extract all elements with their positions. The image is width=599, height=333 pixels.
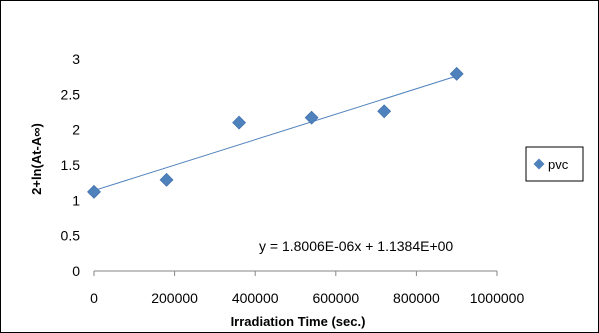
y-axis-title: 2+ln(At-A∞): [29, 123, 44, 195]
trendline: [93, 75, 457, 192]
y-tick-label: 0.5: [61, 228, 81, 244]
x-tick-label: 800000: [393, 290, 440, 306]
data-point-pvc: [304, 110, 319, 125]
x-axis-title: Irradiation Time (sec.): [231, 314, 366, 329]
data-point-pvc: [232, 115, 247, 130]
x-tick-label: 0: [90, 290, 98, 306]
data-points: [87, 66, 464, 199]
data-point-pvc: [449, 66, 464, 81]
legend: pvc: [525, 146, 584, 182]
x-axis-ticks: 0 200000 400000 600000 800000 1000000: [90, 271, 524, 306]
y-tick-label: 2: [72, 122, 80, 138]
y-tick-label: 1.5: [61, 157, 81, 173]
y-tick-label: 1: [72, 192, 80, 208]
y-axis-ticks: 0 0.5 1 1.5 2 2.5 3: [61, 51, 81, 279]
y-tick-label: 3: [72, 51, 80, 67]
y-tick-label: 0: [72, 263, 80, 279]
x-tick-label: 200000: [151, 290, 198, 306]
data-point-pvc: [87, 184, 101, 199]
legend-label-pvc: pvc: [548, 157, 569, 172]
trendline-equation: y = 1.8006E-06x + 1.1384E+00: [259, 238, 453, 254]
data-point-pvc: [377, 104, 392, 119]
legend-marker-pvc-diamond-icon: [533, 158, 545, 170]
x-tick-label: 400000: [232, 290, 279, 306]
data-point-pvc: [159, 172, 174, 187]
x-tick-label: 600000: [312, 290, 359, 306]
trendline-group: [93, 75, 457, 192]
y-tick-label: 2.5: [61, 86, 81, 102]
x-tick-label: 1000000: [470, 290, 525, 306]
